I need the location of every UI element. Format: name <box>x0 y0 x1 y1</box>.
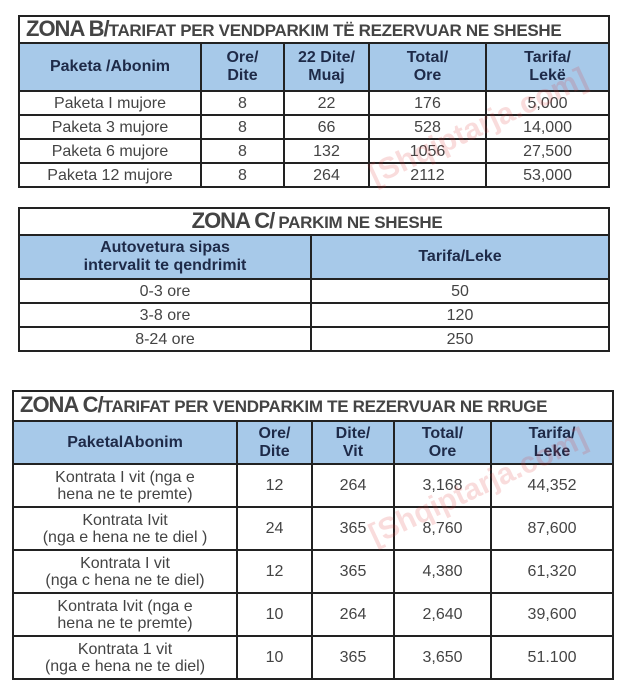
table-cell: 8,760 <box>393 506 492 551</box>
table-row: 3-8 ore 120 <box>18 302 610 328</box>
column-header: Dite/ Vit <box>311 420 395 465</box>
column-header: Tarifa/ Leke <box>489 420 615 465</box>
table-cell: 53,000 <box>484 162 611 188</box>
table-cell: Paketa 3 mujore <box>18 114 202 140</box>
table-cell: 66 <box>283 114 370 140</box>
column-header: Tarifa/Leke <box>310 234 610 280</box>
title-zone: ZONA B/ <box>26 16 110 41</box>
table-row: Paketa I mujore 8 22 176 5,000 <box>18 90 611 116</box>
table-cell: 3,650 <box>393 635 492 680</box>
table-cell: 8 <box>200 138 285 164</box>
column-header: PaketalAbonim <box>12 420 238 465</box>
table-row: Paketa 3 mujore 8 66 528 14,000 <box>18 114 611 140</box>
table-cell: 5,000 <box>484 90 611 116</box>
table-cell: 22 <box>283 90 370 116</box>
column-header: Ore/ Dite <box>200 42 285 92</box>
table-row: Kontrata 1 vit (nga e hena ne te diel) 10… <box>12 635 615 680</box>
table-row: 8-24 ore 250 <box>18 326 610 352</box>
column-header: 22 Dite/ Muaj <box>283 42 370 92</box>
zona-c-sheshe-title: ZONA C/ PARKIM NE SHESHE <box>18 207 610 236</box>
table-row: Kontrata Ivit (nga e hena ne te diel ) 24… <box>12 506 615 551</box>
table-cell: 4,380 <box>393 549 492 594</box>
table-cell: 0-3 ore <box>18 278 312 304</box>
title-text: PARKIM NE SHESHE <box>278 212 443 232</box>
table-cell: 8-24 ore <box>18 326 312 352</box>
table-row: 0-3 ore 50 <box>18 278 610 304</box>
table-cell: 51.100 <box>489 635 615 680</box>
table-cell: 365 <box>311 635 395 680</box>
table-cell: 264 <box>283 162 370 188</box>
table-cell: 39,600 <box>489 592 615 637</box>
table-cell: Paketa 6 mujore <box>18 138 202 164</box>
table-row: Kontrata Ivit (nga e hena ne te premte) 1… <box>12 592 615 637</box>
title-text: TARIFAT PER VENDPARKIM TË REZERVUAR NE S… <box>108 20 562 40</box>
title-zone: ZONA C/ <box>191 208 276 233</box>
table-cell: 12 <box>236 549 313 594</box>
table-cell: 3,168 <box>393 463 492 508</box>
table-row: Kontrata I vit (nga c hena ne te diel) 12… <box>12 549 615 594</box>
title-text: TARIFAT PER VENDPARKIM TE REZERVUAR NE R… <box>102 397 548 416</box>
table-cell: Paketa 12 mujore <box>18 162 202 188</box>
table-cell: Kontrata I vit (nga c hena ne te diel) <box>12 549 238 594</box>
table-cell: 250 <box>310 326 610 352</box>
table-cell: 61,320 <box>489 549 615 594</box>
zona-b-title: ZONA B/TARIFAT PER VENDPARKIM TË REZERVU… <box>17 15 611 44</box>
zona-c-rruge-table: ZONA C/TARIFAT PER VENDPARKIM TE REZERVU… <box>11 390 615 680</box>
table-cell: 10 <box>236 635 313 680</box>
table-cell: 120 <box>310 302 610 328</box>
column-header: Tarifa/ Lekë <box>484 42 611 92</box>
table-cell: 50 <box>310 278 610 304</box>
table-cell: 87,600 <box>489 506 615 551</box>
zona-b-table: ZONA B/TARIFAT PER VENDPARKIM TË REZERVU… <box>17 15 611 188</box>
table-cell: 365 <box>311 549 395 594</box>
table-cell: 8 <box>200 114 285 140</box>
table-cell: 528 <box>368 114 487 140</box>
table-cell: 8 <box>200 90 285 116</box>
table-cell: Kontrata Ivit (nga e hena ne te premte) <box>12 592 238 637</box>
table-cell: 3-8 ore <box>18 302 312 328</box>
column-header: Ore/ Dite <box>236 420 313 465</box>
table-cell: 12 <box>236 463 313 508</box>
table-cell: 132 <box>283 138 370 164</box>
table-cell: 24 <box>236 506 313 551</box>
table-cell: 264 <box>311 592 395 637</box>
table-cell: Kontrata I vit (nga e hena ne te premte) <box>12 463 238 508</box>
table-cell: 44,352 <box>489 463 615 508</box>
table-row: Paketa 12 mujore 8 264 2112 53,000 <box>18 162 611 188</box>
zona-c-sheshe-table: ZONA C/ PARKIM NE SHESHE Autovetura sipa… <box>18 207 610 352</box>
table-cell: Kontrata Ivit (nga e hena ne te diel ) <box>12 506 238 551</box>
table-cell: 2112 <box>368 162 487 188</box>
title-zone: ZONA C/ <box>20 392 104 417</box>
table-row: Paketa 6 mujore 8 132 1056 27,500 <box>18 138 611 164</box>
table-cell: 14,000 <box>484 114 611 140</box>
table-cell: 264 <box>311 463 395 508</box>
table-row: Kontrata I vit (nga e hena ne te premte)… <box>12 463 615 508</box>
table-cell: 1056 <box>368 138 487 164</box>
table-cell: 2,640 <box>393 592 492 637</box>
zona-c-rruge-title: ZONA C/TARIFAT PER VENDPARKIM TE REZERVU… <box>11 390 615 422</box>
column-header: Total/ Ore <box>393 420 492 465</box>
column-header: Total/ Ore <box>368 42 487 92</box>
table-cell: 365 <box>311 506 395 551</box>
table-cell: Paketa I mujore <box>18 90 202 116</box>
table-cell: 27,500 <box>484 138 611 164</box>
table-cell: 8 <box>200 162 285 188</box>
column-header: Autovetura sipas intervalit te qendrimit <box>18 234 312 280</box>
column-header: Paketa /Abonim <box>18 42 202 92</box>
table-cell: Kontrata 1 vit (nga e hena ne te diel) <box>12 635 238 680</box>
table-cell: 10 <box>236 592 313 637</box>
table-cell: 176 <box>368 90 487 116</box>
